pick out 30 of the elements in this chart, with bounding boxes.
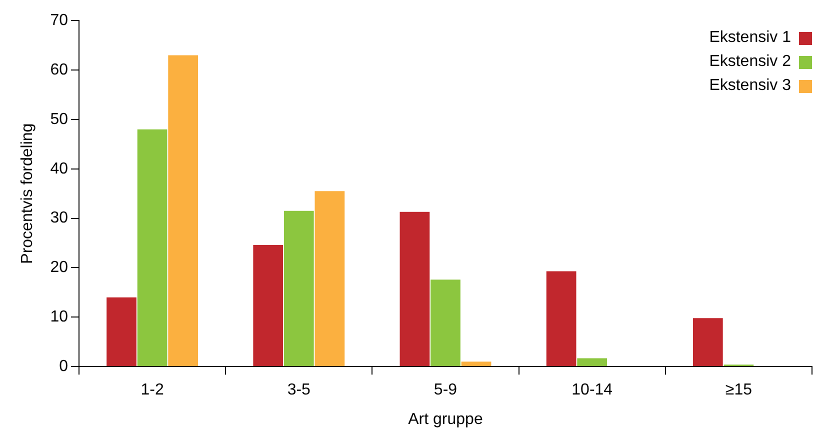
bar xyxy=(106,297,136,366)
y-tick-label: 50 xyxy=(50,110,68,128)
x-tick-label: 3-5 xyxy=(287,382,311,399)
x-tick-label: ≥15 xyxy=(725,382,752,399)
legend-label: Ekstensiv 2 xyxy=(709,53,791,71)
bar xyxy=(284,210,314,366)
bar xyxy=(314,191,345,366)
y-tick-label: 60 xyxy=(50,61,68,78)
y-tick-label: 30 xyxy=(50,210,68,227)
x-tick-label: 10-14 xyxy=(572,382,613,399)
legend-label: Ekstensiv 3 xyxy=(709,77,791,95)
y-tick-label: 70 xyxy=(50,12,68,30)
y-tick-label: 20 xyxy=(50,259,68,276)
legend-label: Ekstensiv 1 xyxy=(709,29,791,47)
bar xyxy=(546,271,576,366)
y-tick-label: 10 xyxy=(50,308,68,326)
bar xyxy=(692,318,723,366)
x-tick-label: 1-2 xyxy=(140,382,164,399)
bar xyxy=(168,55,198,366)
bar xyxy=(461,362,492,366)
y-axis-title: Procentvis fordeling xyxy=(19,123,36,264)
y-tick-label: 0 xyxy=(59,358,68,376)
x-axis-title: Art gruppe xyxy=(408,410,483,428)
bar xyxy=(577,358,608,366)
bar xyxy=(430,280,460,366)
bar xyxy=(400,212,430,366)
x-tick-label: 5-9 xyxy=(434,382,458,399)
y-tick-label: 40 xyxy=(50,160,68,178)
bar xyxy=(137,129,168,366)
bar xyxy=(253,245,284,366)
